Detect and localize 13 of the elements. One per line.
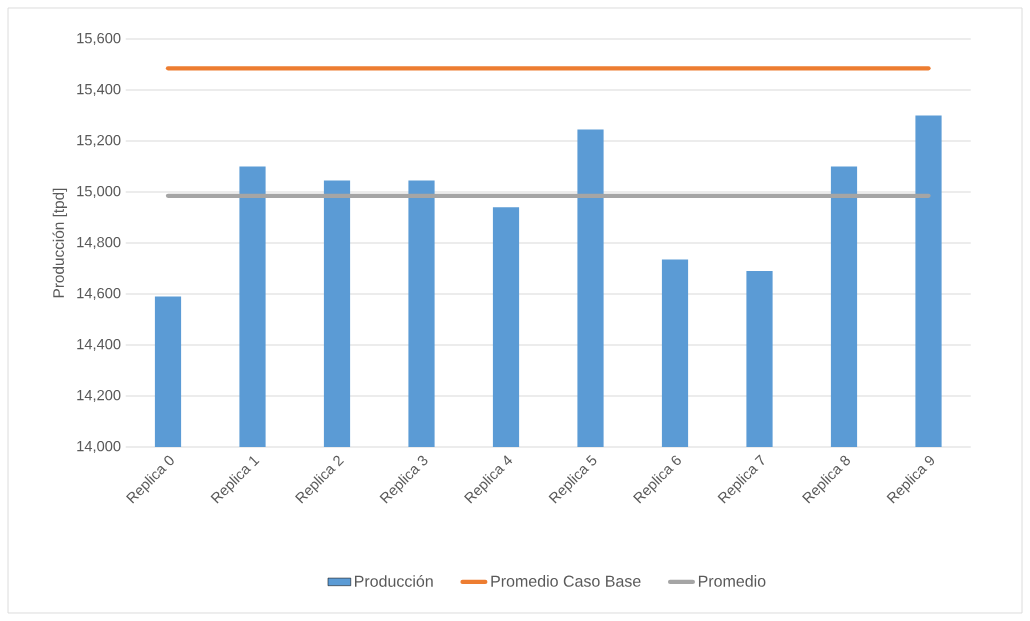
- legend-label: Producción: [355, 575, 433, 587]
- y-tick-label: 15,400: [77, 83, 121, 97]
- y-tick-label: 14,000: [77, 440, 121, 454]
- legend-label: Promedio Caso Base: [491, 575, 641, 587]
- y-tick-label: 15,000: [77, 185, 121, 199]
- y-tick-label: 14,800: [77, 236, 121, 250]
- y-tick-label: 14,200: [77, 389, 121, 403]
- legend-label: Promedio: [698, 575, 766, 587]
- y-tick-label: 14,400: [77, 338, 121, 352]
- y-tick-label: 14,600: [77, 287, 121, 301]
- y-axis-title: Producción [tpd]: [52, 188, 68, 298]
- y-tick-label: 15,600: [77, 32, 121, 46]
- y-tick-label: 15,200: [77, 134, 121, 148]
